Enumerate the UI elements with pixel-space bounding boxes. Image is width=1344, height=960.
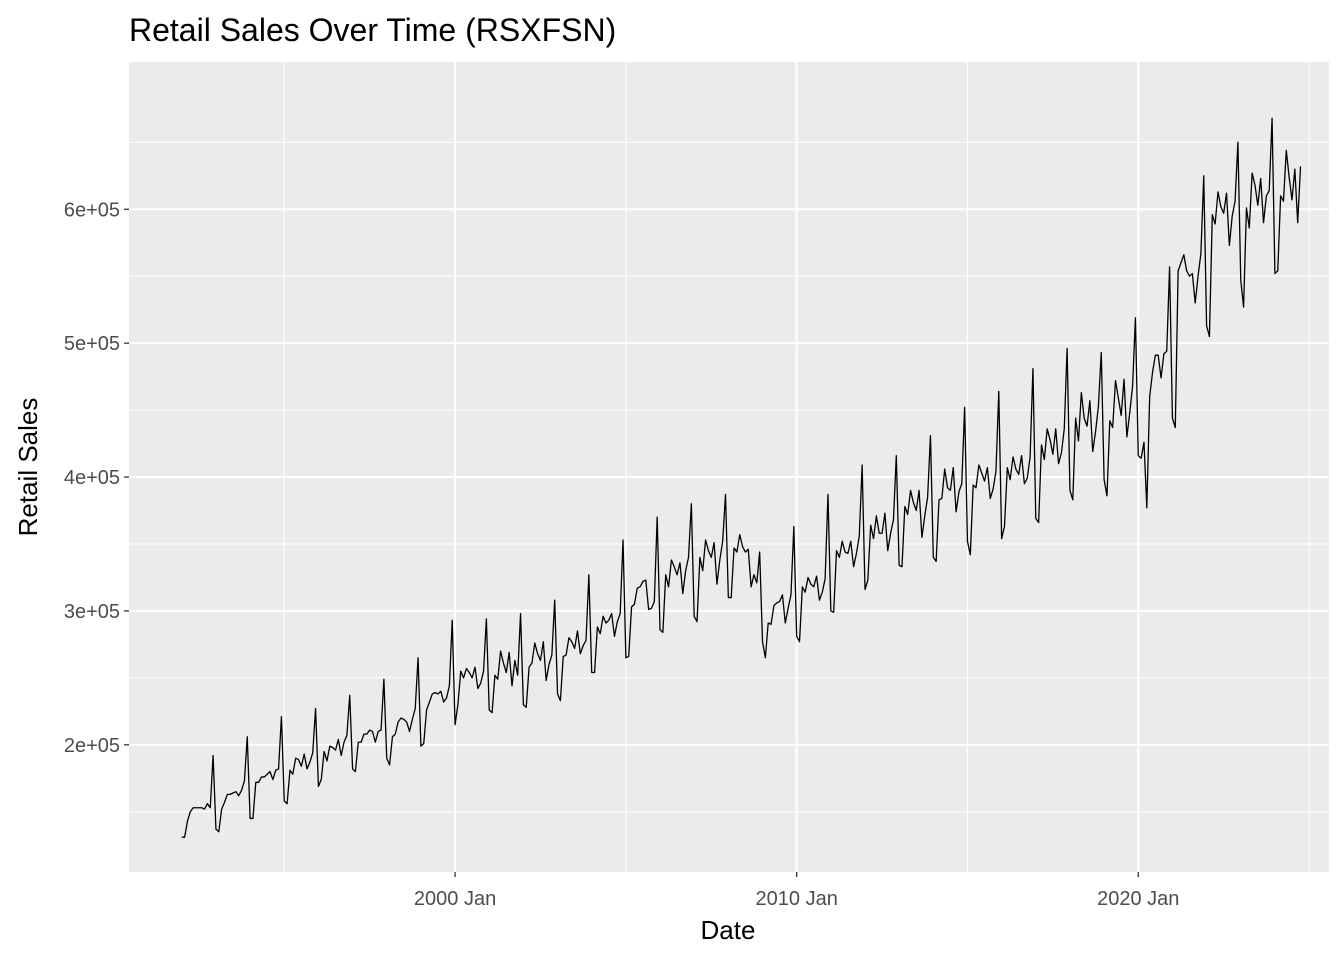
y-tick-label: 2e+05 [64,735,120,757]
y-axis: 2e+05 3e+05 4e+05 5e+05 6e+05 [64,199,129,757]
series-line [181,117,1302,838]
y-tick-label: 4e+05 [64,467,120,489]
y-axis-title: Retail Sales [13,398,43,537]
chart-title: Retail Sales Over Time (RSXFSN) [129,12,616,48]
plot-panel [129,62,1329,872]
x-tick-label: 2010 Jan [756,888,838,910]
y-tick-label: 3e+05 [64,601,120,623]
x-tick-label: 2000 Jan [414,888,496,910]
major-gridlines [129,62,1329,872]
x-axis-title: Date [701,915,756,945]
minor-gridlines [129,62,1329,872]
x-tick-label: 2020 Jan [1097,888,1179,910]
x-axis: 2000 Jan 2010 Jan 2020 Jan [414,872,1179,910]
y-tick-label: 5e+05 [64,333,120,355]
y-tick-label: 6e+05 [64,199,120,221]
